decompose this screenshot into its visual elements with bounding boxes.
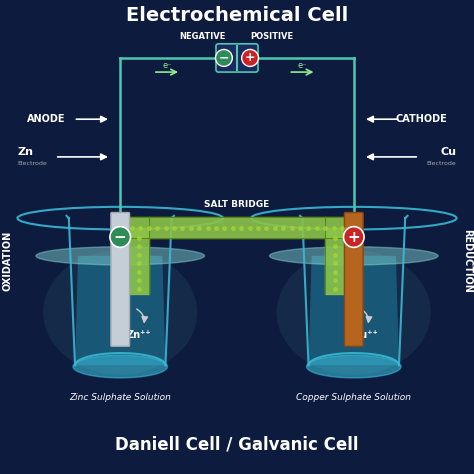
Ellipse shape — [43, 250, 197, 374]
Text: Electrode: Electrode — [18, 162, 47, 166]
Text: Copper Sulphate Solution: Copper Sulphate Solution — [296, 393, 411, 402]
Ellipse shape — [307, 356, 401, 378]
Text: SALT BRIDGE: SALT BRIDGE — [204, 200, 270, 209]
Text: Zn: Zn — [18, 147, 34, 157]
Polygon shape — [75, 256, 165, 365]
FancyBboxPatch shape — [216, 44, 258, 72]
FancyBboxPatch shape — [345, 212, 363, 346]
Circle shape — [110, 227, 130, 247]
Text: Cu: Cu — [440, 147, 456, 157]
Text: POSITIVE: POSITIVE — [250, 32, 293, 41]
Text: REDUCTION: REDUCTION — [462, 228, 472, 292]
Ellipse shape — [270, 247, 438, 265]
Text: +: + — [347, 229, 360, 245]
Text: CATHODE: CATHODE — [395, 114, 447, 124]
Circle shape — [216, 49, 232, 66]
Text: −: − — [114, 229, 127, 245]
Text: Cu⁺⁺: Cu⁺⁺ — [353, 330, 378, 340]
Polygon shape — [309, 256, 399, 365]
Text: NEGATIVE: NEGATIVE — [179, 32, 225, 41]
Text: Electrochemical Cell: Electrochemical Cell — [126, 6, 348, 25]
Ellipse shape — [277, 250, 431, 374]
Text: e⁻: e⁻ — [162, 61, 172, 70]
Text: −: − — [219, 52, 229, 64]
Circle shape — [344, 227, 364, 247]
FancyBboxPatch shape — [111, 212, 129, 346]
Text: Zinc Sulphate Solution: Zinc Sulphate Solution — [69, 393, 171, 402]
Text: Electrode: Electrode — [427, 162, 456, 166]
Ellipse shape — [73, 356, 167, 378]
Text: e⁻: e⁻ — [298, 61, 307, 70]
Text: Zn⁺⁺: Zn⁺⁺ — [127, 330, 151, 340]
Text: OXIDATION: OXIDATION — [2, 230, 12, 291]
Text: ANODE: ANODE — [27, 114, 65, 124]
Text: +: + — [245, 52, 255, 64]
Ellipse shape — [36, 247, 204, 265]
Text: Daniell Cell / Galvanic Cell: Daniell Cell / Galvanic Cell — [115, 435, 359, 453]
Circle shape — [242, 49, 258, 66]
